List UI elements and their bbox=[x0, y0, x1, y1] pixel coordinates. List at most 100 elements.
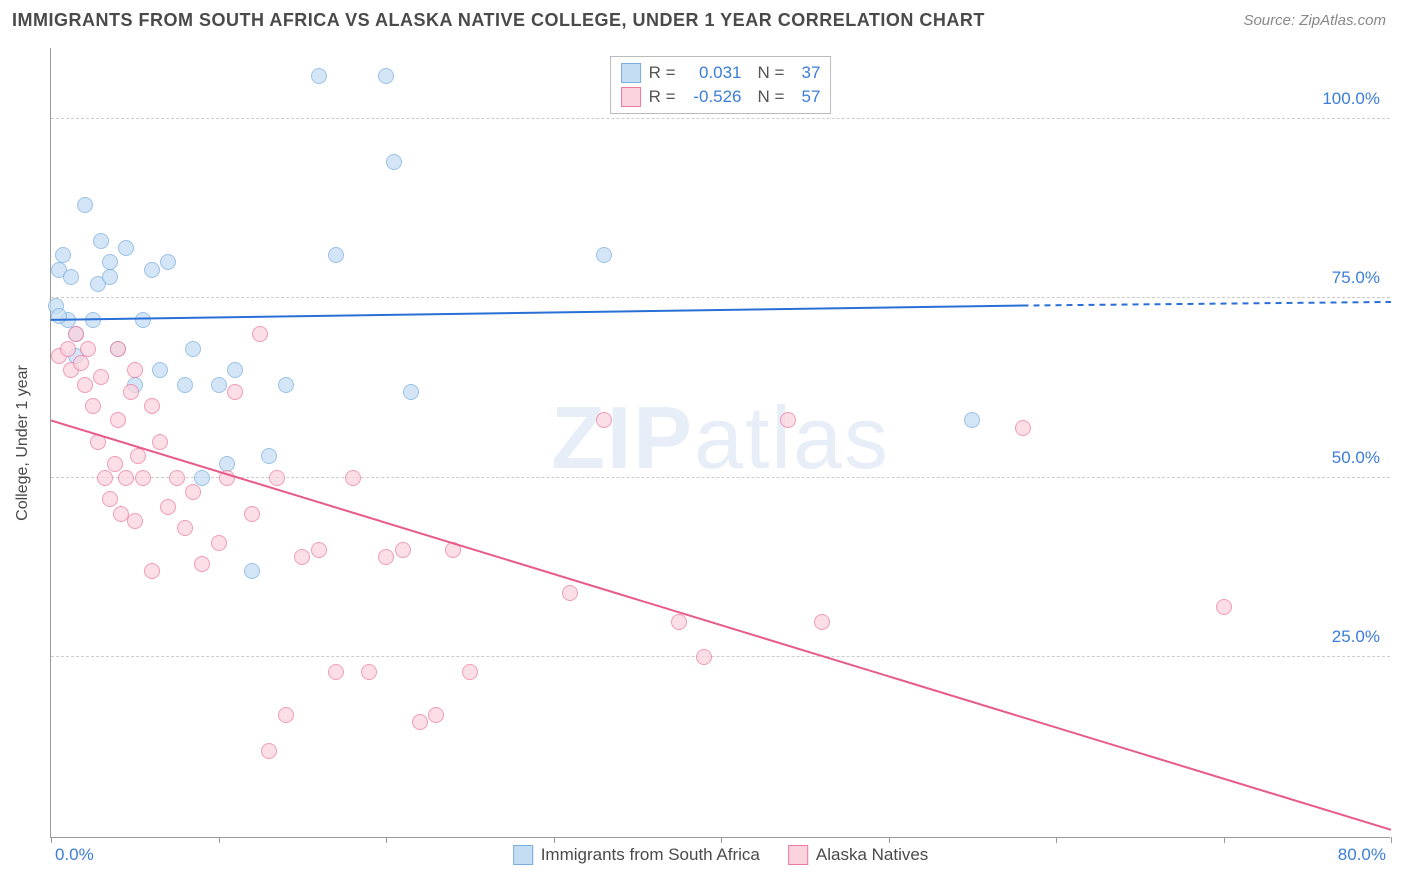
y-axis-title: College, Under 1 year bbox=[14, 365, 32, 521]
data-point bbox=[361, 664, 377, 680]
data-point bbox=[445, 542, 461, 558]
grid-line bbox=[51, 656, 1390, 657]
source-attribution: Source: ZipAtlas.com bbox=[1243, 12, 1386, 29]
data-point bbox=[51, 308, 67, 324]
data-point bbox=[80, 341, 96, 357]
x-tick bbox=[1391, 837, 1392, 843]
x-tick bbox=[721, 837, 722, 843]
data-point bbox=[144, 262, 160, 278]
legend-label: Alaska Natives bbox=[816, 845, 928, 865]
data-point bbox=[107, 456, 123, 472]
data-point bbox=[269, 470, 285, 486]
data-point bbox=[73, 355, 89, 371]
regression-line bbox=[51, 47, 1391, 837]
data-point bbox=[311, 542, 327, 558]
x-tick bbox=[219, 837, 220, 843]
data-point bbox=[278, 707, 294, 723]
data-point bbox=[110, 412, 126, 428]
data-point bbox=[462, 664, 478, 680]
data-point bbox=[93, 369, 109, 385]
chart-title: IMMIGRANTS FROM SOUTH AFRICA VS ALASKA N… bbox=[12, 10, 985, 31]
data-point bbox=[185, 484, 201, 500]
data-point bbox=[780, 412, 796, 428]
scatter-chart: College, Under 1 year ZIPatlas 25.0%50.0… bbox=[50, 48, 1390, 838]
data-point bbox=[177, 377, 193, 393]
data-point bbox=[118, 240, 134, 256]
legend-r-label: R = bbox=[649, 87, 676, 107]
legend-swatch bbox=[788, 845, 808, 865]
data-point bbox=[90, 434, 106, 450]
data-point bbox=[261, 448, 277, 464]
data-point bbox=[85, 398, 101, 414]
regression-line bbox=[51, 47, 1391, 837]
data-point bbox=[227, 362, 243, 378]
data-point bbox=[77, 377, 93, 393]
series-legend: Immigrants from South Africa Alaska Nativ… bbox=[513, 845, 929, 865]
legend-row: R =0.031 N = 37 bbox=[621, 61, 821, 85]
watermark: ZIPatlas bbox=[551, 386, 890, 488]
x-tick bbox=[1224, 837, 1225, 843]
data-point bbox=[378, 549, 394, 565]
data-point bbox=[102, 254, 118, 270]
legend-item: Immigrants from South Africa bbox=[513, 845, 760, 865]
data-point bbox=[130, 448, 146, 464]
x-tick bbox=[554, 837, 555, 843]
data-point bbox=[244, 506, 260, 522]
data-point bbox=[152, 362, 168, 378]
data-point bbox=[102, 491, 118, 507]
data-point bbox=[1216, 599, 1232, 615]
data-point bbox=[294, 549, 310, 565]
data-point bbox=[123, 384, 139, 400]
x-tick bbox=[889, 837, 890, 843]
legend-r-label: R = bbox=[649, 63, 676, 83]
data-point bbox=[252, 326, 268, 342]
legend-row: R =-0.526 N = 57 bbox=[621, 85, 821, 109]
regression-line bbox=[51, 47, 1391, 837]
data-point bbox=[102, 269, 118, 285]
data-point bbox=[219, 470, 235, 486]
data-point bbox=[127, 513, 143, 529]
data-point bbox=[110, 341, 126, 357]
data-point bbox=[77, 197, 93, 213]
data-point bbox=[562, 585, 578, 601]
data-point bbox=[814, 614, 830, 630]
legend-label: Immigrants from South Africa bbox=[541, 845, 760, 865]
data-point bbox=[169, 470, 185, 486]
data-point bbox=[211, 535, 227, 551]
data-point bbox=[211, 377, 227, 393]
data-point bbox=[160, 499, 176, 515]
data-point bbox=[85, 312, 101, 328]
data-point bbox=[152, 434, 168, 450]
grid-line bbox=[51, 477, 1390, 478]
data-point bbox=[135, 312, 151, 328]
legend-item: Alaska Natives bbox=[788, 845, 928, 865]
data-point bbox=[144, 563, 160, 579]
data-point bbox=[311, 68, 327, 84]
data-point bbox=[395, 542, 411, 558]
data-point bbox=[227, 384, 243, 400]
data-point bbox=[596, 247, 612, 263]
data-point bbox=[127, 362, 143, 378]
data-point bbox=[1015, 420, 1031, 436]
data-point bbox=[93, 233, 109, 249]
data-point bbox=[194, 556, 210, 572]
legend-swatch bbox=[621, 87, 641, 107]
y-tick-label: 50.0% bbox=[1332, 448, 1380, 468]
grid-line bbox=[51, 118, 1390, 119]
legend-r-value: 0.031 bbox=[684, 63, 742, 83]
legend-n-value: 57 bbox=[792, 87, 820, 107]
y-tick-label: 25.0% bbox=[1332, 627, 1380, 647]
data-point bbox=[60, 341, 76, 357]
data-point bbox=[671, 614, 687, 630]
data-point bbox=[596, 412, 612, 428]
legend-r-value: -0.526 bbox=[684, 87, 742, 107]
grid-line bbox=[51, 297, 1390, 298]
data-point bbox=[185, 341, 201, 357]
data-point bbox=[378, 68, 394, 84]
data-point bbox=[345, 470, 361, 486]
x-tick bbox=[386, 837, 387, 843]
data-point bbox=[63, 269, 79, 285]
legend-swatch bbox=[513, 845, 533, 865]
legend-n-label: N = bbox=[758, 63, 785, 83]
data-point bbox=[177, 520, 193, 536]
